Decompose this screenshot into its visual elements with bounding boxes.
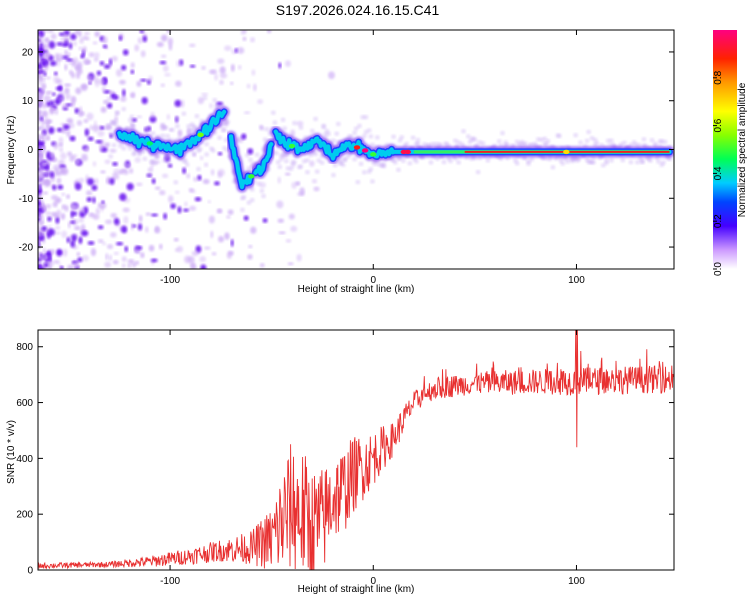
snr-plot-area bbox=[38, 330, 674, 570]
snr-ticks: -100 0 100 0 200 400 600 800 bbox=[16, 330, 674, 587]
spectrogram-xtick-label: 100 bbox=[568, 275, 585, 286]
snr-frame bbox=[37, 329, 675, 571]
colorbar-tick-label: 0.2 bbox=[713, 214, 724, 228]
colorbar-ticks: 0.0 0.2 0.4 0.6 0.8 bbox=[713, 70, 724, 276]
snr-xtick-label: 0 bbox=[370, 576, 376, 587]
spectrogram-ytick-label: -10 bbox=[19, 194, 34, 205]
chart-title: S197.2026.024.16.15.C41 bbox=[275, 2, 440, 18]
snr-ytick-label: 200 bbox=[16, 510, 33, 521]
colorbar-tick-label: 0.6 bbox=[713, 118, 724, 132]
colorbar-tick-label: 0.4 bbox=[713, 166, 724, 180]
spectrogram-xlabel: Height of straight line (km) bbox=[298, 284, 415, 295]
spectrogram-ytick-label: 0 bbox=[27, 145, 33, 156]
snr-ytick-label: 600 bbox=[16, 398, 33, 409]
snr-xtick-label: -100 bbox=[160, 576, 180, 587]
snr-ytick-label: 800 bbox=[16, 342, 33, 353]
colorbar-label: Normalized spectral amplitude bbox=[737, 82, 748, 217]
snr-panel: -100 0 100 0 200 400 600 800 Height of straight… bbox=[6, 329, 675, 595]
spectrogram-ytick-label: 20 bbox=[22, 47, 34, 58]
colorbar: 0.0 0.2 0.4 0.6 0.8 Normalized spectral ampl… bbox=[713, 30, 748, 276]
spectrogram-xtick-label: 0 bbox=[370, 275, 376, 286]
spectrogram-ytick-label: 10 bbox=[22, 96, 34, 107]
colorbar-gradient bbox=[713, 30, 737, 269]
snr-ytick-label: 400 bbox=[16, 454, 33, 465]
colorbar-tick-label: 0.8 bbox=[713, 70, 724, 84]
snr-xtick-label: 100 bbox=[568, 576, 585, 587]
colorbar-tick-label: 0.0 bbox=[713, 262, 724, 276]
snr-xlabel: Height of straight line (km) bbox=[298, 584, 415, 595]
spectrogram-ridge bbox=[113, 106, 674, 193]
spectrogram-ytick-label: -20 bbox=[19, 243, 34, 254]
snr-ytick-label: 0 bbox=[27, 566, 33, 577]
snr-series-line bbox=[38, 330, 674, 570]
spectrogram-ylabel: Frequency (Hz) bbox=[6, 116, 17, 185]
spectrogram-xtick-label: -100 bbox=[160, 275, 180, 286]
snr-ylabel: SNR (10 * v/v) bbox=[6, 420, 17, 484]
